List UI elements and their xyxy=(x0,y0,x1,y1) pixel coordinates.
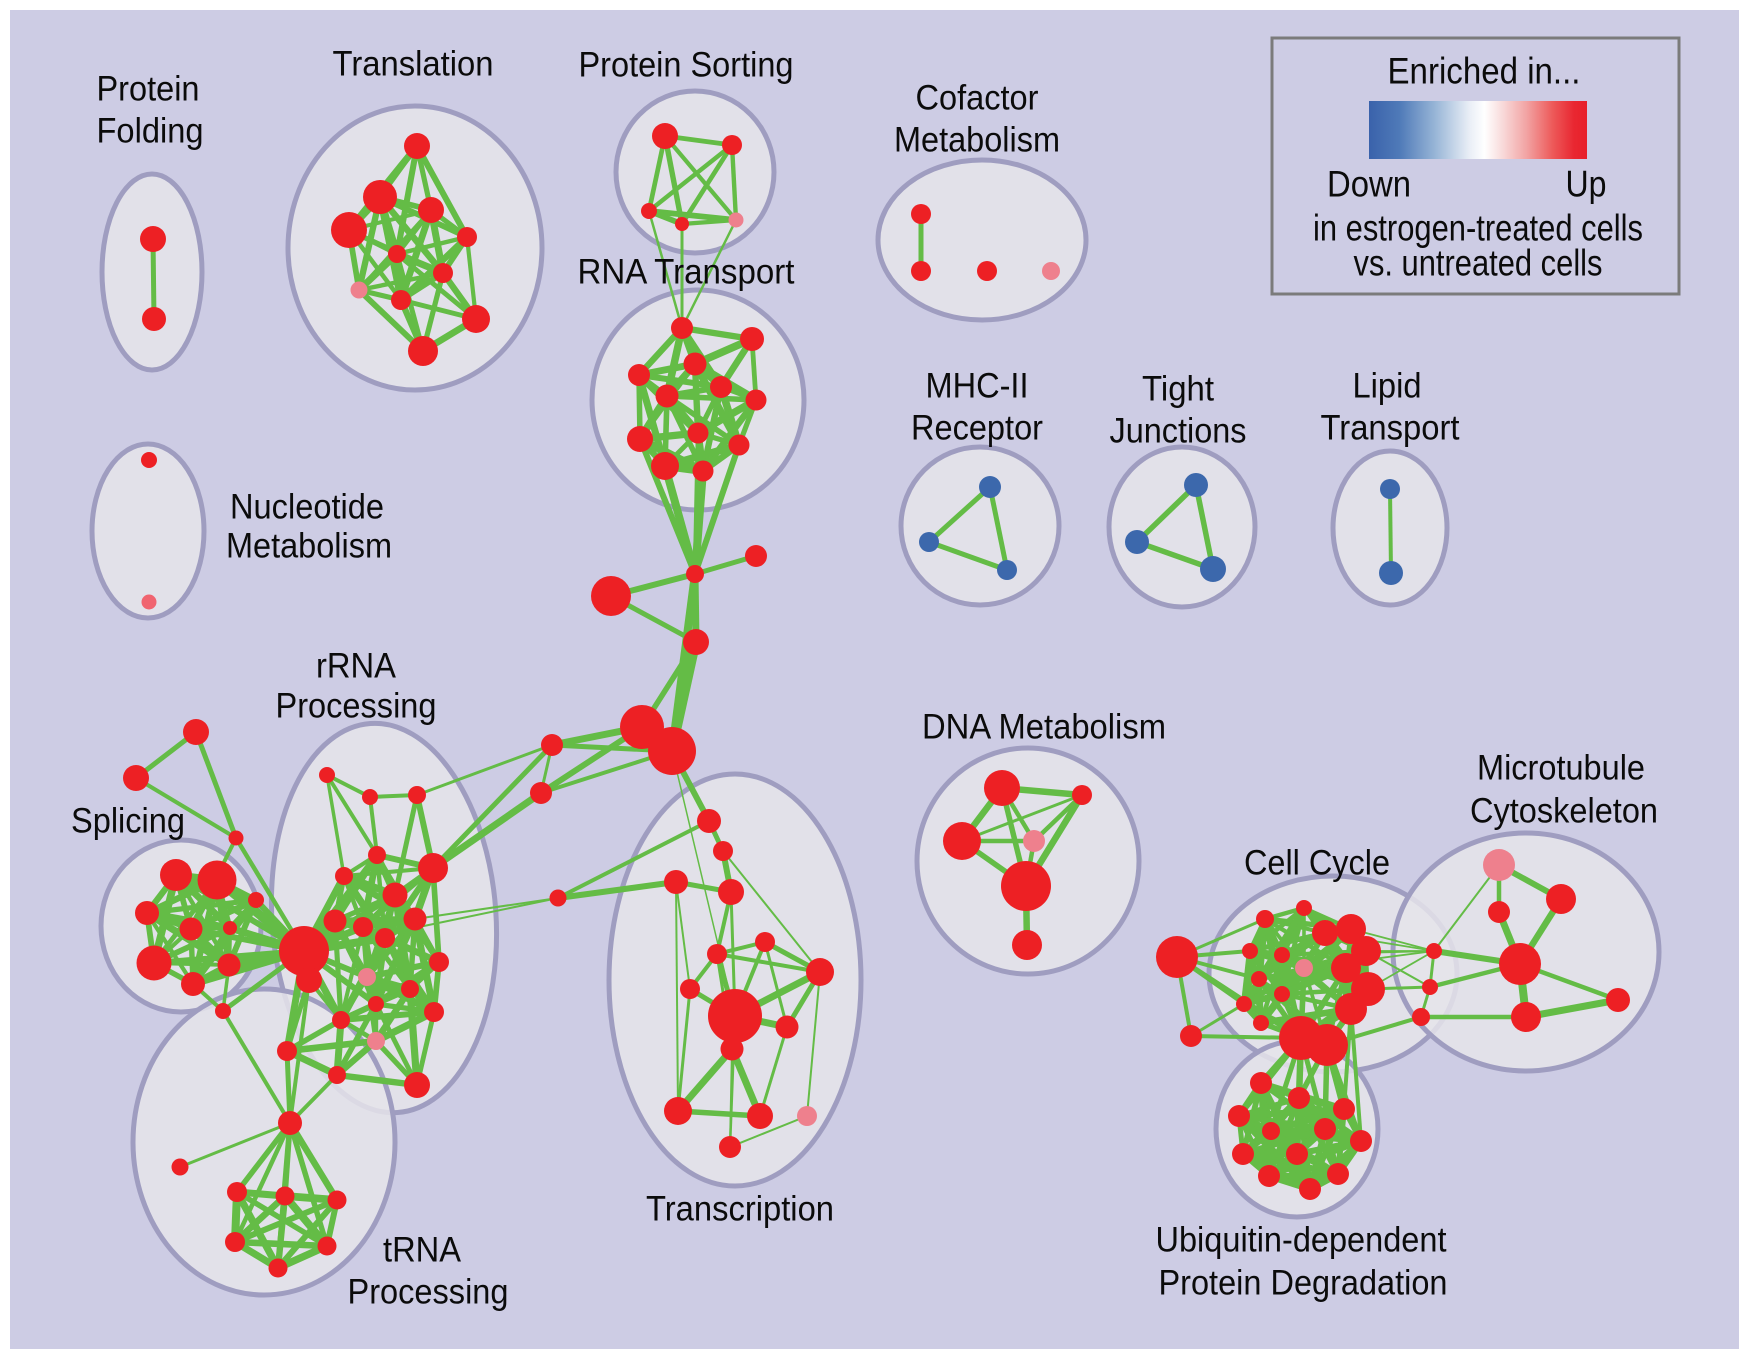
svg-text:Processing: Processing xyxy=(276,687,437,726)
svg-text:Cell Cycle: Cell Cycle xyxy=(1244,844,1390,883)
svg-text:Transport: Transport xyxy=(1321,409,1460,448)
svg-text:Down: Down xyxy=(1327,164,1411,205)
svg-text:in estrogen-treated cells: in estrogen-treated cells xyxy=(1313,208,1643,249)
svg-text:Metabolism: Metabolism xyxy=(226,527,392,566)
svg-text:Cytoskeleton: Cytoskeleton xyxy=(1470,792,1658,831)
svg-text:Folding: Folding xyxy=(97,112,204,151)
svg-text:MHC-II: MHC-II xyxy=(926,367,1029,406)
svg-text:DNA Metabolism: DNA Metabolism xyxy=(922,708,1166,747)
svg-text:Protein: Protein xyxy=(97,70,200,109)
svg-text:Junctions: Junctions xyxy=(1110,412,1247,451)
svg-text:Up: Up xyxy=(1566,164,1607,205)
svg-text:Processing: Processing xyxy=(348,1273,509,1312)
svg-text:Protein Degradation: Protein Degradation xyxy=(1159,1264,1448,1303)
svg-text:Tight: Tight xyxy=(1142,370,1214,409)
svg-text:Receptor: Receptor xyxy=(911,409,1043,448)
svg-text:Transcription: Transcription xyxy=(646,1190,834,1229)
svg-text:Lipid: Lipid xyxy=(1353,367,1422,406)
svg-text:Protein Sorting: Protein Sorting xyxy=(579,46,794,85)
svg-text:Translation: Translation xyxy=(333,45,494,84)
svg-text:tRNA: tRNA xyxy=(383,1231,462,1270)
svg-text:Ubiquitin-dependent: Ubiquitin-dependent xyxy=(1156,1221,1447,1260)
svg-text:vs. untreated cells: vs. untreated cells xyxy=(1354,243,1603,284)
svg-text:Splicing: Splicing xyxy=(71,802,185,841)
svg-text:Nucleotide: Nucleotide xyxy=(230,488,384,527)
svg-text:Cofactor: Cofactor xyxy=(916,79,1039,118)
svg-text:rRNA: rRNA xyxy=(316,647,397,686)
svg-text:Metabolism: Metabolism xyxy=(894,121,1060,160)
svg-text:Enriched in...: Enriched in... xyxy=(1388,51,1581,92)
svg-text:Microtubule: Microtubule xyxy=(1477,749,1645,788)
svg-text:RNA Transport: RNA Transport xyxy=(578,253,795,292)
